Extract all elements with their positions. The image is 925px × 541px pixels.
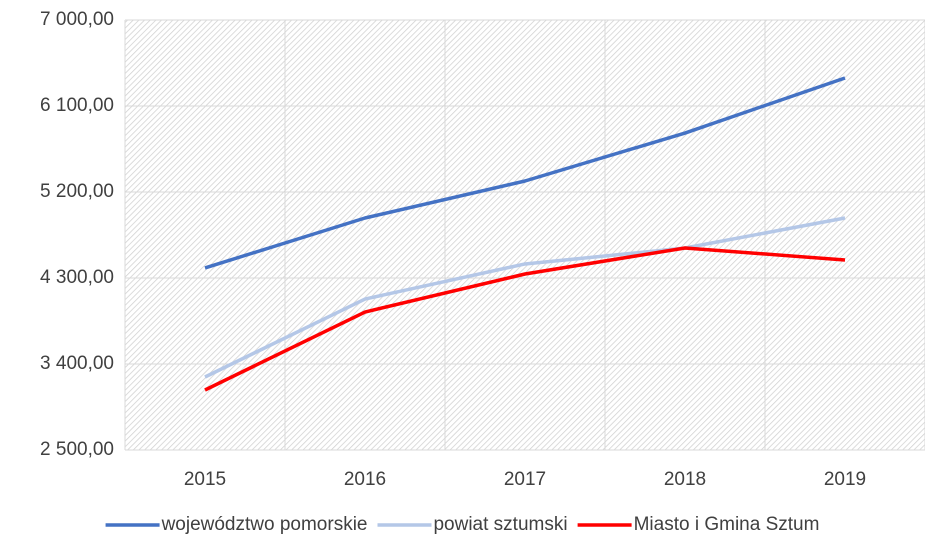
x-tick-label: 2017 [504,469,546,490]
y-tick-label: 2 500,00 [40,439,114,460]
legend-label: województwo pomorskie [161,514,368,535]
legend-label: Miasto i Gmina Sztum [634,514,820,535]
y-tick-label: 5 200,00 [40,181,114,202]
series-line [204,246,846,392]
x-tick-label: 2018 [664,469,706,490]
x-tick-label: 2016 [344,469,386,490]
plot-area [125,20,925,450]
y-tick-label: 3 400,00 [40,353,114,374]
y-tick-label: 6 100,00 [40,95,114,116]
x-tick-label: 2019 [824,469,866,490]
y-tick-label: 7 000,00 [40,9,114,30]
legend-label: powiat sztumski [433,514,567,535]
x-tick-label: 2015 [184,469,226,490]
series-line [204,216,846,379]
series-line [204,76,846,270]
y-tick-label: 4 300,00 [40,267,114,288]
